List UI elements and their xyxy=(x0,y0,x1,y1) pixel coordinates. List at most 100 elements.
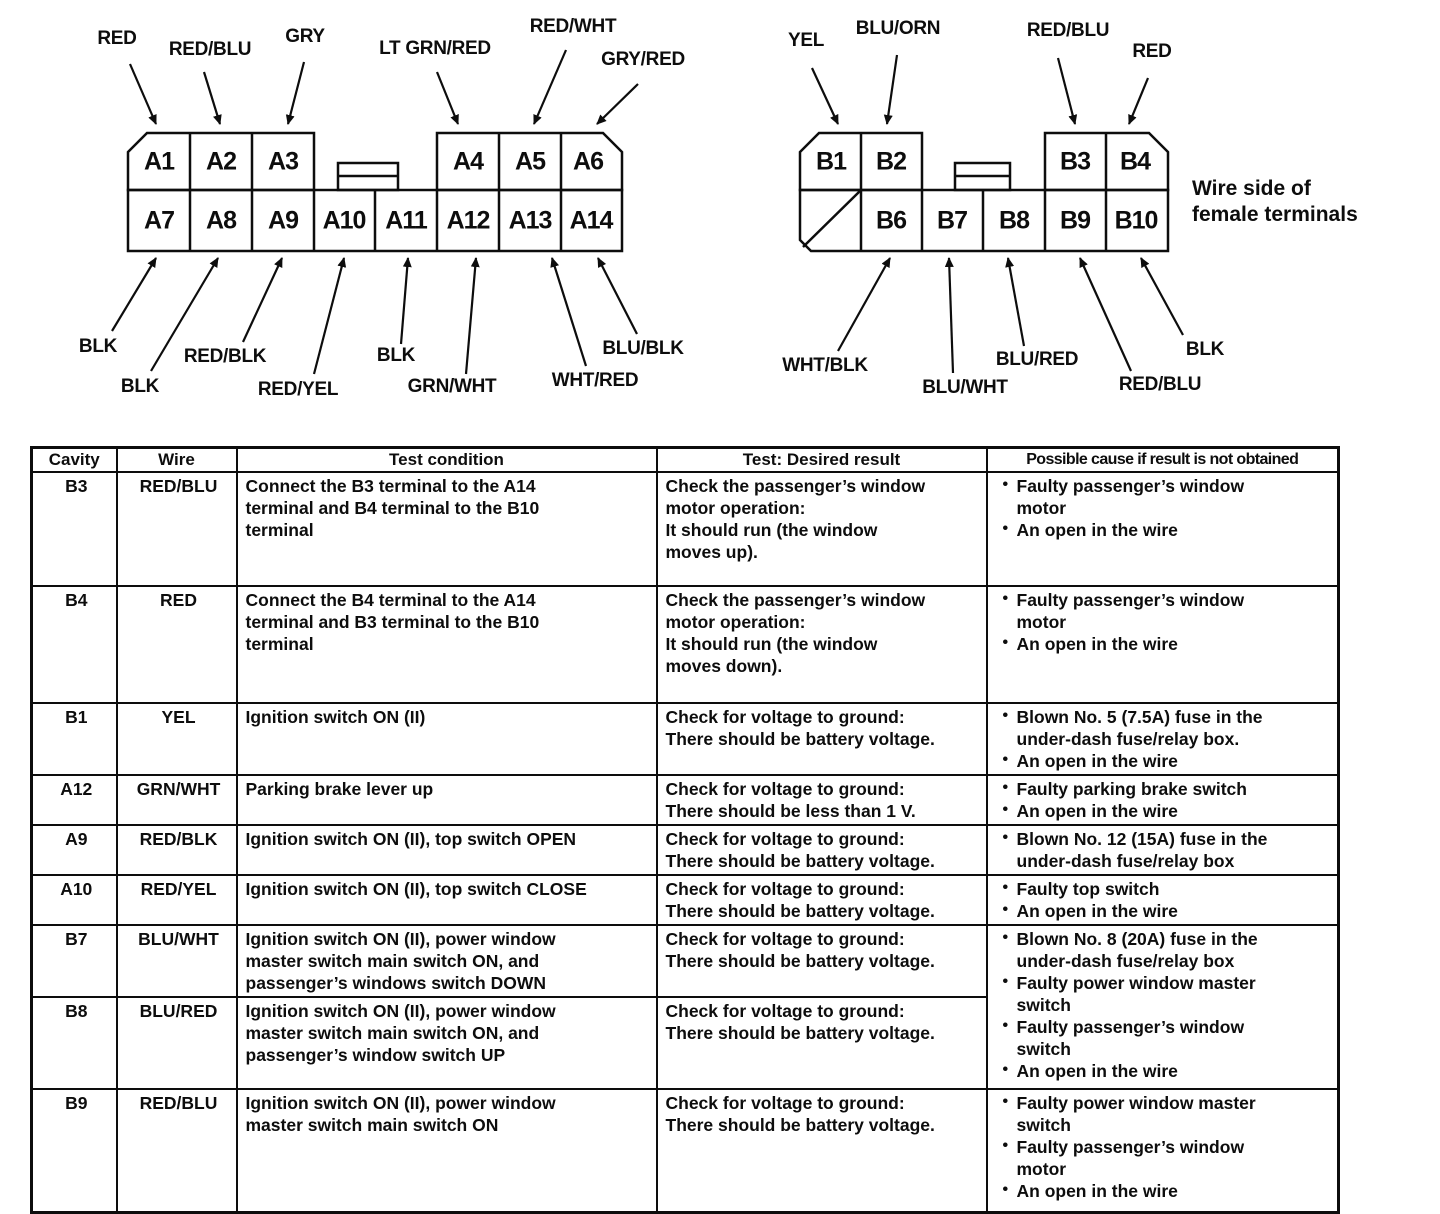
pin-a5: A5 xyxy=(515,147,546,176)
table-row: B1 YEL Ignition switch ON (II) Check for vo… xyxy=(30,702,1340,776)
cause-item: An open in the wire xyxy=(996,1059,1334,1082)
wire-label-a11: BLK xyxy=(376,345,416,366)
cause-item: Faulty passenger’s window switch xyxy=(996,1015,1334,1060)
pin-a4: A4 xyxy=(453,147,484,176)
table-header-row: Cavity Wire Test condition Test: Desired re… xyxy=(30,446,1340,473)
pin-b2: B2 xyxy=(876,147,907,176)
condition-cell: Ignition switch ON (II) xyxy=(235,702,658,776)
pin-b6: B6 xyxy=(876,206,907,235)
wire-label-a6: GRY/RED xyxy=(601,49,685,70)
table-row: B8 BLU/RED Ignition switch ON (II), power … xyxy=(30,996,1339,1090)
pin-a10: A10 xyxy=(322,206,367,235)
pin-a2: A2 xyxy=(206,147,237,176)
wire-label-b8: BLU/RED xyxy=(995,349,1079,370)
pin-a9: A9 xyxy=(268,206,299,235)
wire-cell: GRN/WHT xyxy=(115,774,238,826)
condition-cell: Ignition switch ON (II), top switch OPEN xyxy=(235,824,658,876)
condition-cell: Ignition switch ON (II), top switch CLOS… xyxy=(235,874,658,926)
cause-item: Faulty passenger’s window motor xyxy=(996,588,1334,633)
wire-cell: RED/BLU xyxy=(115,471,238,587)
cavity-cell: A10 xyxy=(30,874,118,926)
result-cell: Check for voltage to ground: There shoul… xyxy=(655,924,988,998)
cause-item: An open in the wire xyxy=(996,899,1334,922)
wire-label-a5: RED/WHT xyxy=(529,16,617,37)
causes-cell: Blown No. 5 (7.5A) fuse in the under-das… xyxy=(985,702,1340,776)
pin-a3: A3 xyxy=(268,147,299,176)
causes-cell: Faulty passenger’s window motorAn open i… xyxy=(985,585,1340,704)
causes-cell: Blown No. 8 (20A) fuse in the under-dash… xyxy=(985,924,1340,1090)
wire-label-a1: RED xyxy=(97,28,137,49)
condition-cell: Ignition switch ON (II), power window ma… xyxy=(235,996,658,1090)
condition-cell: Connect the B4 terminal to the A14 termi… xyxy=(235,585,658,704)
cause-item: Faulty top switch xyxy=(996,877,1334,900)
table-row: B7 BLU/WHT Ignition switch ON (II), power … xyxy=(30,924,1340,1090)
column-header: Cavity xyxy=(30,446,118,473)
wire-cell: RED/BLK xyxy=(115,824,238,876)
wire-label-b4: RED xyxy=(1132,41,1172,62)
cause-item: Blown No. 8 (20A) fuse in the under-dash… xyxy=(996,927,1334,972)
pin-a11: A11 xyxy=(385,206,427,235)
pin-b9: B9 xyxy=(1060,206,1091,235)
cause-item: Faulty parking brake switch xyxy=(996,777,1334,800)
condition-cell: Connect the B3 terminal to the A14 termi… xyxy=(235,471,658,587)
causes-cell: Faulty power window master switchFaulty … xyxy=(985,1088,1340,1213)
wire-label-b2: BLU/ORN xyxy=(855,18,941,39)
wire-label-b6: WHT/BLK xyxy=(782,355,868,376)
connector-diagram: A1 A2 A3 A4 A5 A6 A7 A8 A9 A10 A11 A12 A… xyxy=(0,0,1440,446)
pin-a12: A12 xyxy=(446,206,491,235)
cause-item: Faulty power window master switch xyxy=(996,1091,1334,1136)
wire-label-a2: RED/BLU xyxy=(168,39,252,60)
result-cell: Check for voltage to ground: There shoul… xyxy=(655,774,988,826)
column-header: Test condition xyxy=(235,446,658,473)
pin-b1: B1 xyxy=(816,147,847,176)
wire-label-b7: BLU/WHT xyxy=(922,377,1008,398)
wire-label-a7: BLK xyxy=(78,336,118,357)
connector-diagram-svg xyxy=(111,49,1184,375)
pin-b8: B8 xyxy=(999,206,1030,235)
wire-label-a8: BLK xyxy=(120,376,160,397)
cause-item: Faulty power window master switch xyxy=(996,971,1334,1016)
result-cell: Check for voltage to ground: There shoul… xyxy=(655,702,988,776)
wire-cell: RED/YEL xyxy=(115,874,238,926)
table-row: A9 RED/BLK Ignition switch ON (II), top sw… xyxy=(30,824,1340,876)
pin-a14: A14 xyxy=(569,206,614,235)
wire-cell: RED/BLU xyxy=(115,1088,238,1213)
pin-a13: A13 xyxy=(508,206,553,235)
table-row: A12 GRN/WHT Parking brake lever up Check fo… xyxy=(30,774,1340,826)
wire-label-a12: GRN/WHT xyxy=(407,376,497,397)
wire-cell: BLU/WHT xyxy=(115,924,238,998)
pin-b7: B7 xyxy=(937,206,968,235)
result-cell: Check the passenger’s window motor opera… xyxy=(655,471,988,587)
pin-b3: B3 xyxy=(1060,147,1091,176)
cause-item: An open in the wire xyxy=(996,632,1334,655)
wire-side-note: Wire side of female terminals xyxy=(1192,177,1358,226)
causes-cell: Faulty parking brake switchAn open in th… xyxy=(985,774,1340,826)
cause-item: Faulty passenger’s window motor xyxy=(996,474,1334,519)
result-cell: Check for voltage to ground: There shoul… xyxy=(655,874,988,926)
pin-a7: A7 xyxy=(144,206,175,235)
cause-item: An open in the wire xyxy=(996,518,1334,541)
wire-label-a10: RED/YEL xyxy=(257,379,339,400)
wire-cell: YEL xyxy=(115,702,238,776)
pin-a6: A6 xyxy=(573,147,604,176)
wire-label-b9: RED/BLU xyxy=(1118,374,1202,395)
cause-item: Blown No. 5 (7.5A) fuse in the under-das… xyxy=(996,705,1334,750)
causes-cell: Faulty top switchAn open in the wire xyxy=(985,874,1340,926)
cavity-cell: A12 xyxy=(30,774,118,826)
cavity-cell: B1 xyxy=(30,702,118,776)
cause-item: An open in the wire xyxy=(996,749,1334,772)
cavity-cell: B7 xyxy=(30,924,118,998)
wire-label-a4: LT GRN/RED xyxy=(379,38,491,59)
column-header: Possible cause if result is not obtained xyxy=(985,446,1340,473)
causes-cell: Blown No. 12 (15A) fuse in the under-das… xyxy=(985,824,1340,876)
wire-label-a9: RED/BLK xyxy=(183,346,267,367)
wire-label-a13: WHT/RED xyxy=(551,370,639,391)
pin-b4: B4 xyxy=(1120,147,1151,176)
result-cell: Check for voltage to ground: There shoul… xyxy=(655,996,988,1090)
condition-cell: Parking brake lever up xyxy=(235,774,658,826)
pin-b10: B10 xyxy=(1114,206,1159,235)
pin-a8: A8 xyxy=(206,206,237,235)
wire-label-a3: GRY xyxy=(285,26,325,47)
table-row: A10 RED/YEL Ignition switch ON (II), top s… xyxy=(30,874,1340,926)
condition-cell: Ignition switch ON (II), power window ma… xyxy=(235,1088,658,1213)
